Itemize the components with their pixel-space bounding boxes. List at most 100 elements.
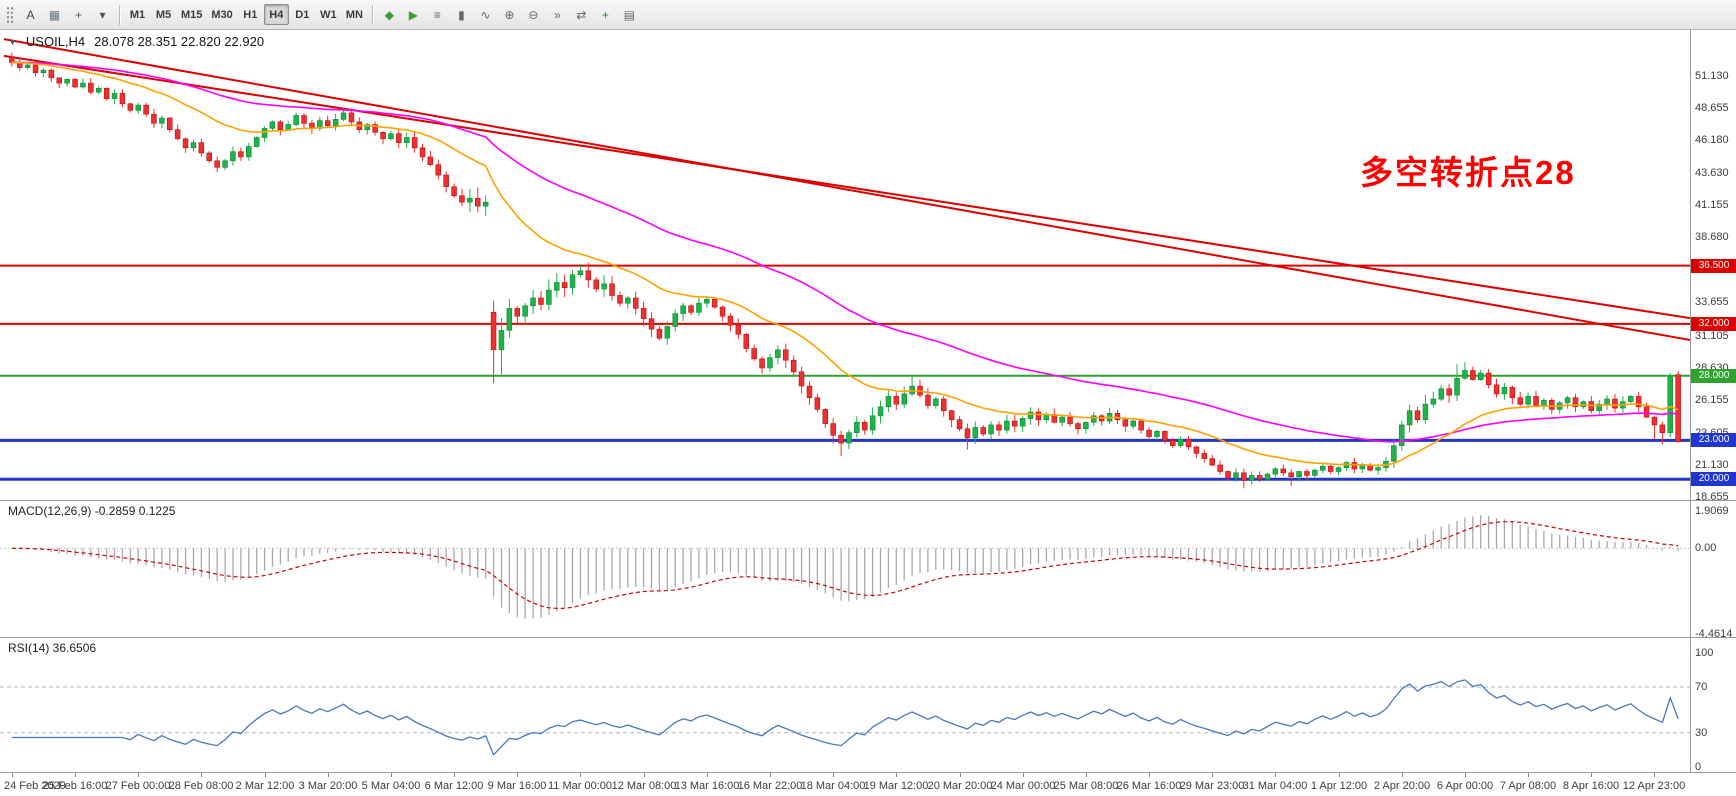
toolbar-separator [371,4,373,25]
bar-chart-button[interactable]: ≡ [433,7,441,22]
trendline-1[interactable] [3,54,1690,320]
price-tag-20.000[interactable]: 20.000 [1691,472,1736,486]
time-axis-label: 2 Mar 12:00 [235,780,295,792]
timeframe-button-h1[interactable]: H1 [243,8,258,21]
time-tick [1402,773,1403,777]
toolbar-right-tools: ◆ ▶ ≡ ▮ ∿ ⊕ ⊖ » ⇄ + ▤ [378,4,641,25]
drawing-tools-dropdown[interactable]: ▾ [99,7,106,22]
time-tick [454,773,455,777]
rsi-scale-label: 100 [1695,647,1714,659]
rsi-scale-label: 30 [1695,727,1708,739]
indicators-button[interactable]: + [601,7,609,22]
time-tick [201,773,202,777]
price-scale[interactable]: 51.130 48.655 46.180 43.630 41.155 38.680 33.6… [1690,30,1736,773]
price-plot[interactable] [0,30,1690,500]
time-axis-label: 9 Mar 16:00 [487,780,547,792]
time-tick [1149,773,1150,777]
time-axis-label: 6 Mar 12:00 [424,780,484,792]
templates-button[interactable]: ▤ [623,7,636,22]
macd-plot[interactable] [0,501,1690,637]
symbol-period-label: USOIL,H4 [25,34,86,49]
time-tick [391,773,392,777]
time-tick [1086,773,1087,777]
timeframe-button-m1[interactable]: M1 [129,8,146,21]
time-axis[interactable]: 24 Feb 2020 25 Feb 16:00 27 Feb 00:00 28 Fe… [0,772,1736,796]
cursor-tool-button[interactable]: A [26,7,35,22]
time-axis-label: 24 Feb 2020 [4,780,66,792]
rsi-scale-label: 0 [1695,761,1702,773]
time-axis-label: 2 Apr 20:00 [1373,780,1431,792]
macd-label: MACD(12,26,9) -0.2859 0.1225 [8,504,176,518]
trendline-2[interactable] [3,38,1690,342]
time-tick [896,773,897,777]
time-tick [1591,773,1592,777]
pane-divider[interactable] [0,500,1736,501]
rsi-label: RSI(14) 36.6506 [8,641,97,655]
price-scale-label: 38.680 [1695,231,1729,243]
price-scale-label: 51.130 [1695,70,1729,82]
timeframe-button-w1[interactable]: W1 [320,8,337,21]
time-tick [580,773,581,777]
chart-shift-button[interactable]: ⇄ [576,7,587,22]
time-tick [833,773,834,777]
time-axis-label: 13 Mar 16:00 [674,780,740,792]
chart-annotation-text[interactable]: 多空转折点28 [1360,154,1576,191]
time-axis-label: 25 Mar 08:00 [1053,780,1119,792]
zoom-out-button[interactable]: ⊖ [528,7,539,22]
price-tag-36.500[interactable]: 36.500 [1691,259,1736,273]
new-order-button[interactable]: ◆ [384,7,395,22]
autotrading-button[interactable]: ▶ [408,7,419,22]
rsi-plot[interactable] [0,638,1690,772]
timeframe-button-mn[interactable]: MN [345,8,363,21]
pane-divider[interactable] [0,637,1736,638]
price-tag-23.000[interactable]: 23.000 [1691,433,1736,447]
price-tag-28.000[interactable]: 28.000 [1691,369,1736,383]
timeframe-button-m5[interactable]: M5 [155,8,172,21]
zoom-in-button[interactable]: ⊕ [504,7,515,22]
candlestick-series [9,52,1681,489]
timeframe-button-d1[interactable]: D1 [295,8,310,21]
time-tick [138,773,139,777]
price-pane: ▼ USOIL,H4 28.078 28.351 22.820 22.920 多… [0,30,1690,500]
time-axis-label: 12 Apr 23:00 [1622,780,1686,792]
price-scale-label: 31.105 [1695,330,1729,342]
candlestick-chart-button[interactable]: ▮ [458,7,465,22]
time-axis-label: 19 Mar 12:00 [863,780,929,792]
one-click-trading-toggle[interactable]: ▼ [8,36,17,47]
price-scale-label: 48.655 [1695,102,1729,114]
time-axis-label: 11 Mar 00:00 [547,780,613,792]
toolbar: A ▦ + ▾ M1 M5 M15 M30 H1 H4 D1 W1 MN ◆ ▶ ≡ ▮ ∿ ⊕ ⊖ » ⇄ + ▤ [0,0,1736,30]
rsi-pane: RSI(14) 36.6506 [0,638,1690,772]
toolbar-grip[interactable] [6,5,13,24]
time-tick [1654,773,1655,777]
chart-window-button[interactable]: ▦ [48,7,61,22]
macd-signal-line [11,521,1679,610]
timeframe-button-m30[interactable]: M30 [211,8,233,21]
time-axis-label: 12 Mar 08:00 [611,780,677,792]
price-scale-label: 26.155 [1695,394,1729,406]
time-axis-label: 7 Apr 08:00 [1499,780,1557,792]
time-axis-label: 26 Mar 16:00 [1116,780,1182,792]
time-tick [265,773,266,777]
line-chart-button[interactable]: ∿ [480,7,491,22]
time-axis-label: 25 Feb 16:00 [42,780,108,792]
macd-pane: MACD(12,26,9) -0.2859 0.1225 [0,501,1690,637]
macd-scale-label: 0.00 [1695,542,1717,554]
time-tick [644,773,645,777]
time-tick [12,773,13,777]
crosshair-button[interactable]: + [74,7,82,22]
auto-scroll-button[interactable]: » [554,7,561,22]
time-axis-label: 5 Mar 04:00 [361,780,421,792]
time-tick [1528,773,1529,777]
time-tick [960,773,961,777]
timeframe-button-m15[interactable]: M15 [181,8,203,21]
macd-scale-label: 1.9069 [1695,505,1729,517]
time-tick [1339,773,1340,777]
timeframe-button-h4[interactable]: H4 [263,4,289,25]
time-tick [1212,773,1213,777]
time-axis-label: 31 Mar 04:00 [1242,780,1308,792]
price-tag-32.000[interactable]: 32.000 [1691,317,1736,331]
toolbar-left-tools: A ▦ + ▾ [19,4,114,25]
time-tick [75,773,76,777]
time-axis-label: 24 Mar 00:00 [990,780,1056,792]
